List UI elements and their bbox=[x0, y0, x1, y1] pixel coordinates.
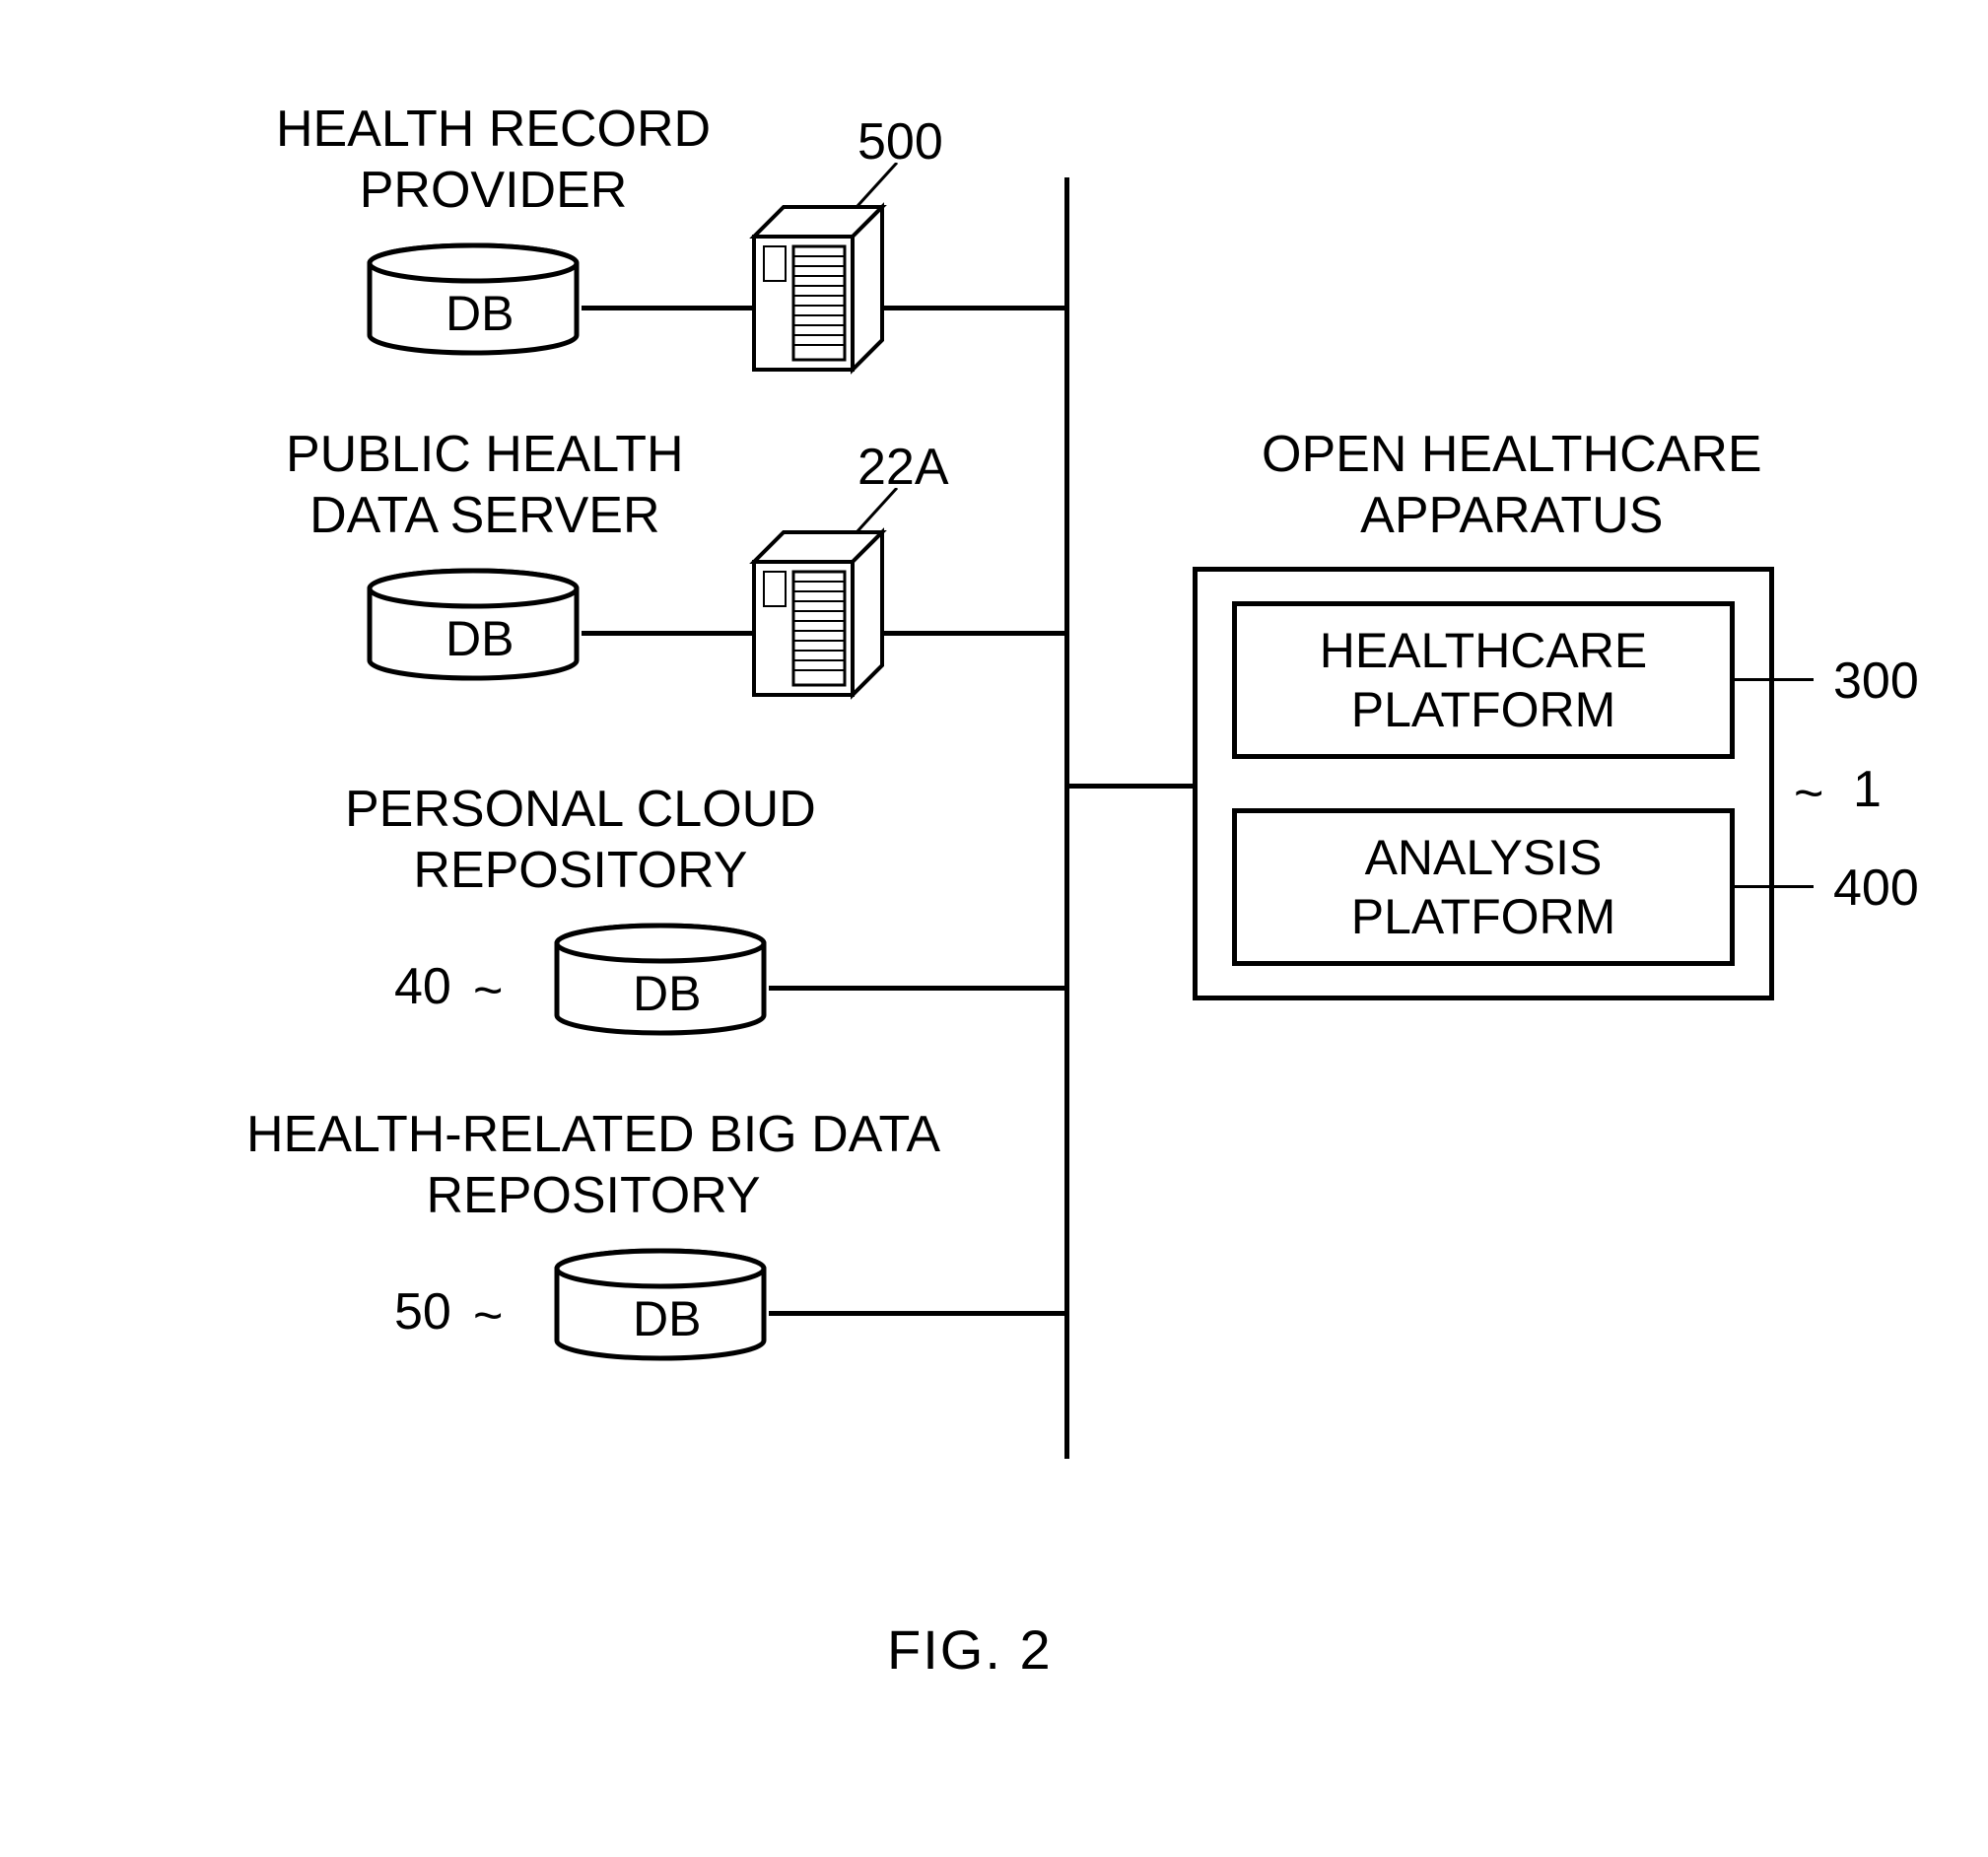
ref400-leader bbox=[1735, 885, 1814, 888]
group4-title: HEALTH-RELATED BIG DATA REPOSITORY bbox=[246, 1104, 940, 1227]
group3-ref: 40 bbox=[394, 956, 451, 1017]
analysis-platform-box: ANALYSIS PLATFORM bbox=[1232, 808, 1735, 966]
group2-db: DB bbox=[365, 567, 582, 685]
group2-server-bus-line bbox=[882, 631, 1069, 636]
bus-right-line bbox=[1064, 784, 1193, 789]
group1-server bbox=[724, 197, 912, 384]
group4-tilde: ~ bbox=[473, 1286, 503, 1345]
right-title: OPEN HEALTHCARE APPARATUS bbox=[1262, 424, 1762, 547]
group3-db: DB bbox=[552, 922, 769, 1040]
group4-bus-line bbox=[769, 1311, 1069, 1316]
group1-title: HEALTH RECORD PROVIDER bbox=[276, 99, 711, 222]
ref300: 300 bbox=[1833, 651, 1919, 712]
group1-db-server-line bbox=[582, 306, 754, 310]
group3-title: PERSONAL CLOUD REPOSITORY bbox=[345, 779, 816, 902]
group1-db-text: DB bbox=[446, 284, 514, 343]
group3-db-text: DB bbox=[633, 964, 701, 1023]
group2-server bbox=[724, 522, 912, 710]
analysis-platform-text: ANALYSIS PLATFORM bbox=[1351, 828, 1616, 946]
ref1: 1 bbox=[1853, 759, 1882, 820]
ref300-leader bbox=[1735, 678, 1814, 681]
figure-caption: FIG. 2 bbox=[887, 1616, 1053, 1683]
group4-db-text: DB bbox=[633, 1289, 701, 1348]
group1-db: DB bbox=[365, 241, 582, 360]
ref1-tilde: ~ bbox=[1794, 764, 1823, 823]
ref400: 400 bbox=[1833, 858, 1919, 919]
group2-title: PUBLIC HEALTH DATA SERVER bbox=[286, 424, 684, 547]
bus-line bbox=[1064, 177, 1069, 1459]
healthcare-platform-text: HEALTHCARE PLATFORM bbox=[1320, 621, 1647, 739]
group4-ref: 50 bbox=[394, 1281, 451, 1342]
group2-db-server-line bbox=[582, 631, 754, 636]
group1-server-bus-line bbox=[882, 306, 1069, 310]
group3-bus-line bbox=[769, 986, 1069, 991]
group4-db: DB bbox=[552, 1247, 769, 1365]
group2-db-text: DB bbox=[446, 609, 514, 668]
healthcare-platform-box: HEALTHCARE PLATFORM bbox=[1232, 601, 1735, 759]
group3-tilde: ~ bbox=[473, 961, 503, 1020]
